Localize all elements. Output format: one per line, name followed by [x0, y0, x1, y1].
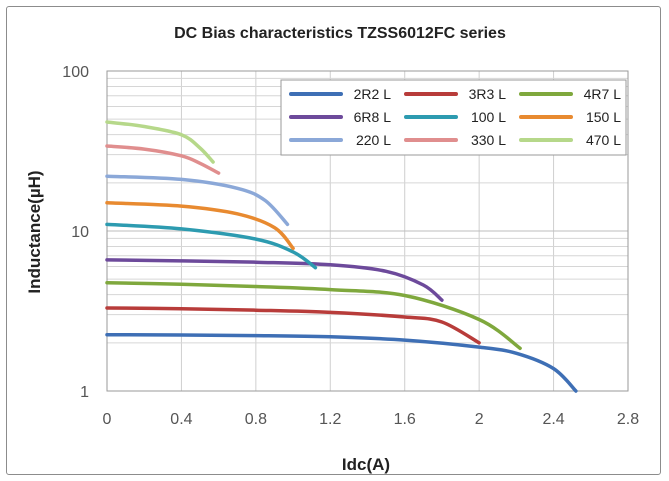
series-line-6 — [105, 174, 290, 227]
series-line-0 — [105, 332, 578, 393]
legend: 2R2 L 3R3 L 4R7 L 6R8 L 100 L 150 L 220 L 330 L… — [280, 79, 627, 156]
series-line-2 — [105, 280, 522, 351]
x-tick-label-3: 1.2 — [319, 411, 341, 428]
x-tick-label-0: 0 — [103, 411, 112, 428]
legend-label-8: 470 L — [586, 132, 621, 148]
series-line-3 — [105, 258, 444, 302]
x-axis-title: Idc(A) — [342, 455, 390, 474]
x-tick-label-7: 2.8 — [617, 411, 639, 428]
tick-labels: 0 0.4 0.8 1.2 1.6 2 2.4 2.8 1 10 100 — [62, 64, 639, 428]
series-line-5 — [105, 201, 295, 251]
legend-label-3: 6R8 L — [354, 109, 392, 125]
legend-label-4: 100 L — [471, 109, 506, 125]
y-axis-title: Inductance(µH) — [25, 170, 44, 293]
series-line-4 — [105, 222, 318, 270]
series-line-8 — [105, 120, 215, 164]
chart-title: DC Bias characteristics TZSS6012FC serie… — [174, 25, 506, 42]
y-tick-label-2: 100 — [62, 64, 89, 81]
legend-label-7: 330 L — [471, 132, 506, 148]
legend-label-5: 150 L — [586, 109, 621, 125]
series-line-7 — [105, 144, 221, 175]
x-tick-label-1: 0.4 — [170, 411, 192, 428]
legend-label-6: 220 L — [356, 132, 391, 148]
legend-label-2: 4R7 L — [584, 86, 622, 102]
plot-area — [106, 70, 629, 392]
y-tick-label-1: 10 — [71, 224, 89, 241]
series-layer — [105, 120, 578, 393]
x-tick-label-4: 1.6 — [394, 411, 416, 428]
x-tick-label-2: 0.8 — [245, 411, 267, 428]
x-tick-label-6: 2.4 — [542, 411, 564, 428]
y-tick-label-0: 1 — [80, 384, 89, 401]
legend-label-1: 3R3 L — [469, 86, 507, 102]
legend-label-0: 2R2 L — [354, 86, 392, 102]
series-line-1 — [105, 306, 481, 345]
x-tick-label-5: 2 — [475, 411, 484, 428]
